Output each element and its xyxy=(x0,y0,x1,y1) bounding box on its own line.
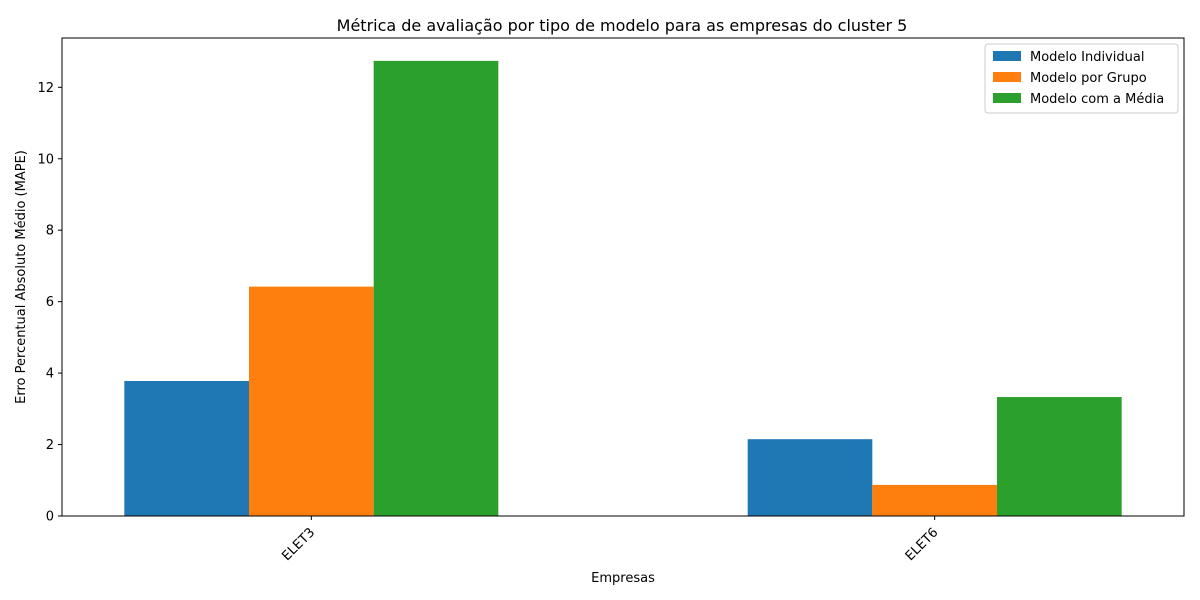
bar-elet3-series-2 xyxy=(249,286,374,516)
plot-area: 0 2 4 6 8 10 12 ELET3 ELET6 xyxy=(37,60,1122,564)
y-tick-label: 0 xyxy=(46,510,54,525)
bar-elet6-series-1 xyxy=(747,439,873,516)
legend-label: Modelo Individual xyxy=(1030,50,1144,65)
y-tick-label: 10 xyxy=(37,152,54,167)
legend-swatch xyxy=(993,93,1021,103)
x-tick-label: ELET3 xyxy=(279,525,318,564)
bar-elet3-series-1 xyxy=(124,380,249,516)
y-tick-label: 12 xyxy=(37,81,54,96)
legend-swatch xyxy=(993,51,1021,61)
legend-swatch xyxy=(993,72,1021,82)
bar-elet6-series-2 xyxy=(872,484,997,516)
legend-box xyxy=(984,43,1179,114)
bar-elet6-series-3 xyxy=(997,397,1122,516)
y-tick-label: 8 xyxy=(46,224,54,239)
legend: Modelo Individual Modelo por Grupo Modelo … xyxy=(984,43,1179,114)
y-axis-label: Erro Percentual Absoluto Médio (MAPE) xyxy=(14,150,29,404)
legend-label: Modelo por Grupo xyxy=(1030,71,1147,86)
bar-elet3-series-3 xyxy=(373,60,499,516)
y-tick-label: 2 xyxy=(46,438,54,453)
legend-label: Modelo com a Média xyxy=(1030,92,1164,107)
x-axis-label: Empresas xyxy=(591,571,655,586)
y-tick-label: 4 xyxy=(46,367,54,382)
y-tick-label: 6 xyxy=(46,295,54,310)
plot-frame xyxy=(61,37,1185,517)
chart-title: Métrica de avaliação por tipo de modelo … xyxy=(337,16,908,35)
x-tick-label: ELET6 xyxy=(903,525,942,564)
